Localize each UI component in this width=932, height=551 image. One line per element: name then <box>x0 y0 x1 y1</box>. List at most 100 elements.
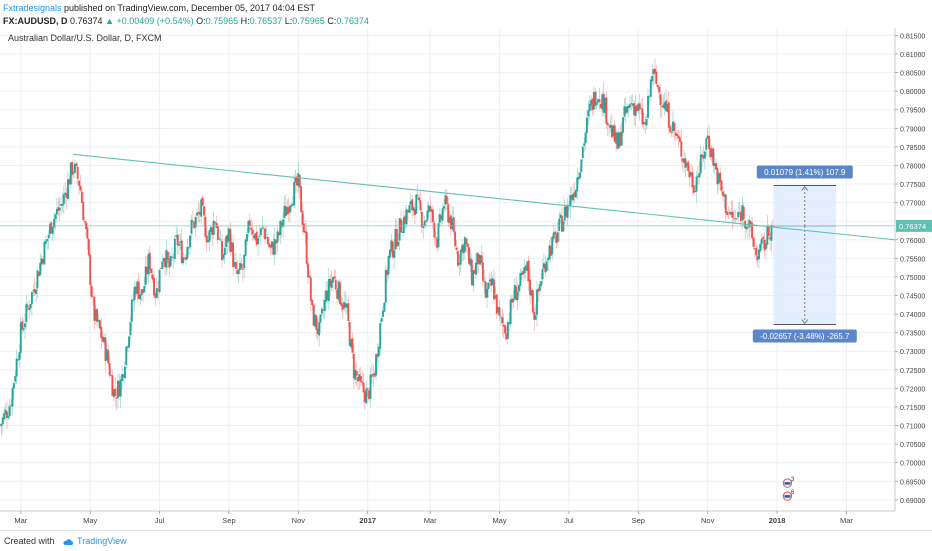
event-markers[interactable]: 36 <box>782 477 795 501</box>
candle-body <box>534 315 537 320</box>
candle-body <box>755 248 758 256</box>
candle-body <box>322 309 325 311</box>
price-tick-label: 0.74500 <box>900 294 925 301</box>
candle-body <box>415 194 418 214</box>
candle-body <box>660 106 663 107</box>
time-tick-label: May <box>83 516 97 525</box>
time-tick-label: Mar <box>840 516 853 525</box>
time-axis[interactable]: Mar May Jul Sep Nov 2017 Mar May Jul Sep Nov 2018 Ma… <box>0 510 895 525</box>
candle-body <box>103 337 106 343</box>
time-tick-label: Nov <box>292 516 306 525</box>
candle-body <box>483 280 486 282</box>
candle-body <box>617 132 620 148</box>
candle-body <box>30 292 33 305</box>
candle-body <box>111 375 114 396</box>
candle-body <box>340 302 343 307</box>
candle-body <box>767 226 770 237</box>
candle-body <box>132 299 135 301</box>
candle-body <box>363 391 366 403</box>
candle-body <box>574 189 577 198</box>
candle-body <box>148 252 151 270</box>
candle-body <box>656 84 659 88</box>
candle-body <box>717 173 720 184</box>
candle-body <box>262 227 265 229</box>
tradingview-brand[interactable]: TradingView <box>77 536 127 546</box>
price-tick-label: 0.80000 <box>900 89 925 96</box>
candle-body <box>391 241 394 258</box>
candle-body <box>248 220 251 226</box>
candle-body <box>294 177 297 183</box>
candle-body <box>376 353 379 358</box>
candle-body <box>83 221 86 223</box>
candle-body <box>339 282 341 305</box>
candle-body <box>623 106 626 117</box>
candle-body <box>336 290 339 299</box>
candle-body <box>390 240 393 252</box>
current-price-line: 0.76374 <box>0 219 932 232</box>
candle-body <box>64 192 67 195</box>
candle-body <box>441 208 444 221</box>
price-chart[interactable]: 0.76374 0.01079 (1.41%) 107.9 -0.02657 (-… <box>0 28 932 528</box>
candle-body <box>513 284 516 299</box>
candle-body <box>315 315 318 330</box>
candle-body <box>687 161 690 172</box>
price-range-tool[interactable] <box>773 185 837 325</box>
candle-body <box>350 339 353 348</box>
candle-body <box>37 272 40 277</box>
candle-body <box>209 227 212 232</box>
price-tick-label: 0.79500 <box>900 108 925 115</box>
candle-body <box>613 125 616 142</box>
candle-body <box>709 147 712 157</box>
candle-body <box>472 270 475 286</box>
candle-body <box>748 219 751 228</box>
chart-area[interactable]: 0.76374 0.01079 (1.41%) 107.9 -0.02657 (-… <box>0 28 932 533</box>
candle-body <box>187 247 190 249</box>
candle-body <box>641 108 644 125</box>
candle-body <box>175 235 178 237</box>
candle-body <box>309 277 312 302</box>
candle-body <box>680 141 683 157</box>
candle-body <box>584 132 587 144</box>
candle-body <box>727 213 730 215</box>
candle-body <box>683 158 686 163</box>
candle-body <box>694 191 697 192</box>
candle-body <box>290 204 293 207</box>
candle-body <box>33 289 36 293</box>
candle-body <box>445 196 448 204</box>
candle-body <box>701 154 704 158</box>
candle-body <box>637 103 640 111</box>
candle-body <box>708 135 711 149</box>
price-tick-label: 0.78000 <box>900 163 925 170</box>
candle-body <box>423 220 426 226</box>
candle-body <box>526 261 529 272</box>
candle-body <box>369 374 372 399</box>
candle-body <box>586 117 588 133</box>
candle-body <box>440 215 443 220</box>
candle-body <box>355 370 358 376</box>
candle-body <box>107 350 110 364</box>
candle-body <box>723 194 726 197</box>
candle-body <box>21 321 24 330</box>
candle-body <box>80 191 83 203</box>
candle-body <box>587 110 590 117</box>
candle-body <box>268 243 271 247</box>
candle-body <box>161 261 164 269</box>
candle-body <box>354 369 357 380</box>
candle-body <box>44 240 47 244</box>
candle-body <box>706 135 709 139</box>
price-tick-label: 0.75500 <box>900 256 925 263</box>
candle-body <box>283 205 286 219</box>
candle-body <box>529 279 532 295</box>
candle-body <box>17 359 19 361</box>
price-tick-label: 0.78500 <box>900 145 925 152</box>
candle-body <box>456 251 459 266</box>
candle-body <box>477 254 480 264</box>
candle-body <box>58 207 61 211</box>
candle-body <box>713 163 716 167</box>
candle-body <box>506 322 509 339</box>
candle-body <box>416 195 419 197</box>
author-link[interactable]: Fxtradesignals <box>3 3 62 13</box>
price-tick-label: 0.70500 <box>900 442 925 449</box>
candle-body <box>752 237 755 247</box>
price-axis[interactable]: 0.69000 0.69500 0.70000 0.70500 0.71000 0.715… <box>894 28 925 511</box>
